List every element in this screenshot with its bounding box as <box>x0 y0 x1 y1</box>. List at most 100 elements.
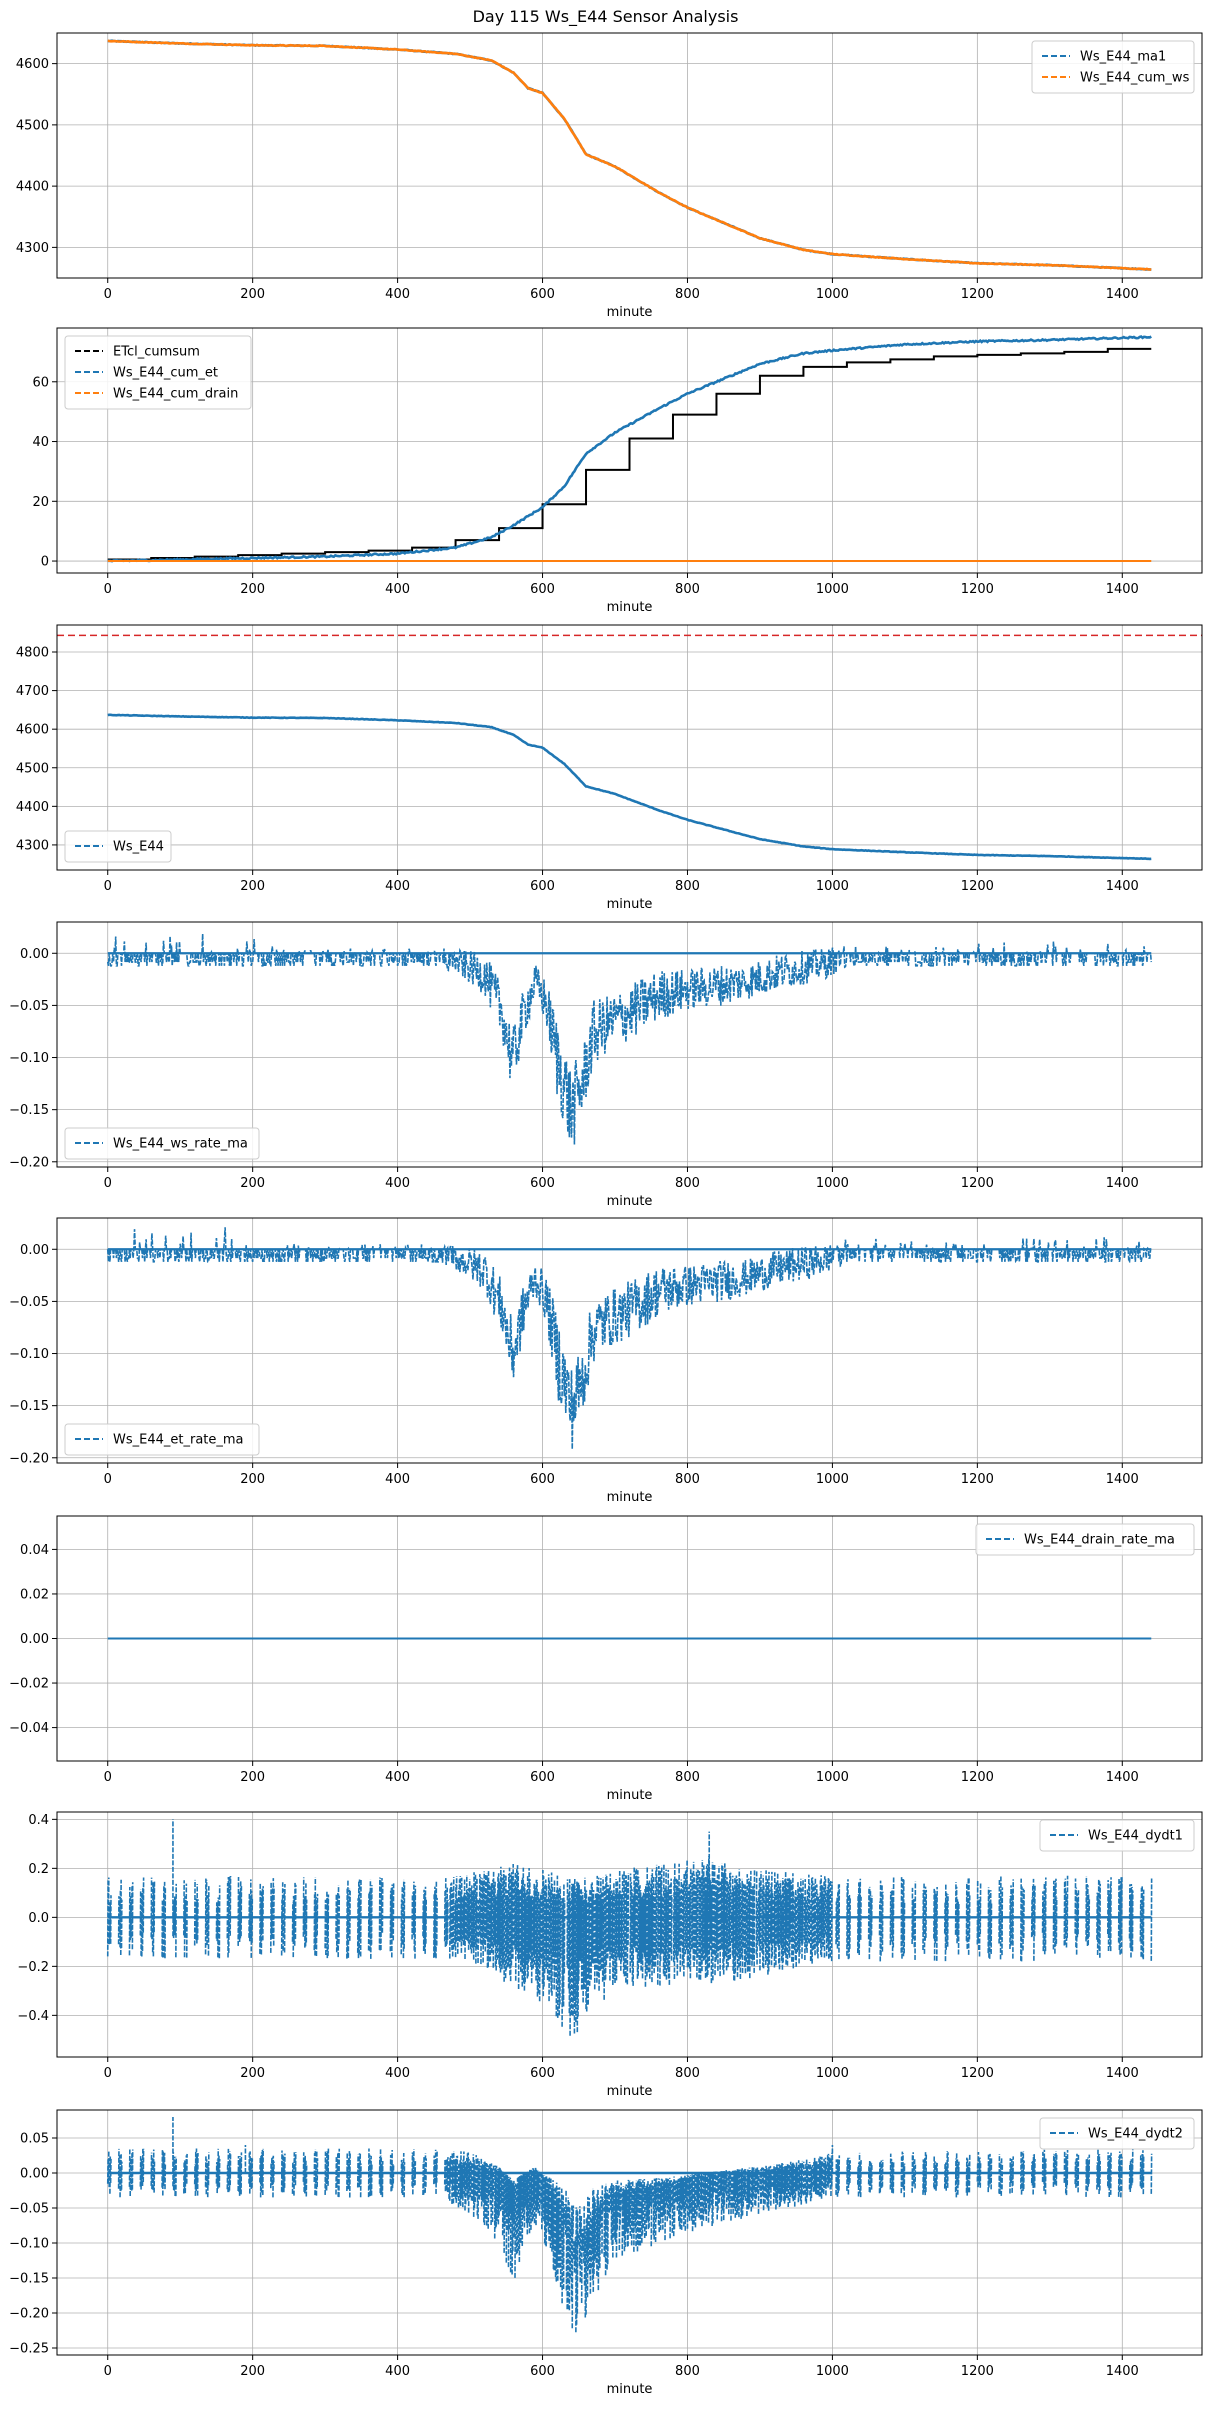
legend-label: Ws_E44_ws_rate_ma <box>113 1137 248 1152</box>
legend-label: Ws_E44_cum_drain <box>113 387 238 402</box>
y-tick-label: 0.2 <box>28 1862 49 1877</box>
y-tick-label: −0.15 <box>9 1103 49 1118</box>
legend-label: Ws_E44_cum_ws <box>1080 71 1190 86</box>
y-tick-label: −0.20 <box>9 2307 49 2322</box>
x-tick-label: 0 <box>104 1770 112 1785</box>
x-tick-label: 800 <box>675 2066 700 2081</box>
plot-area <box>106 933 1153 1145</box>
x-axis-label: minute <box>607 2084 653 2099</box>
series-line <box>107 713 1152 861</box>
plot-area <box>57 634 1202 861</box>
series-line <box>106 1227 1152 1450</box>
series-line <box>106 1819 1153 2036</box>
plot-area <box>106 1819 1153 2036</box>
x-tick-label: 600 <box>530 879 555 894</box>
x-tick-label: 1200 <box>961 1176 994 1191</box>
y-tick-label: 4400 <box>16 800 49 815</box>
x-tick-label: 800 <box>675 879 700 894</box>
plot-area <box>106 2117 1153 2333</box>
x-tick-label: 600 <box>530 1176 555 1191</box>
subplot-3: 0 200 400 600 800 1000 1200 1400 4300 4400 4500 460… <box>16 624 1203 912</box>
y-tick-label: −0.4 <box>17 2009 49 2024</box>
y-tick-label: 4700 <box>16 684 49 699</box>
x-tick-label: 200 <box>240 1472 265 1487</box>
x-tick-label: 0 <box>104 2066 112 2081</box>
series-line <box>107 347 1152 561</box>
x-tick-label: 400 <box>385 2364 410 2379</box>
x-tick-label: 1200 <box>961 2364 994 2379</box>
x-tick-label: 1000 <box>816 582 849 597</box>
y-tick-label: −0.15 <box>9 2272 49 2287</box>
x-tick-label: 800 <box>675 1770 700 1785</box>
x-tick-label: 800 <box>675 582 700 597</box>
subplot-2: 0 200 400 600 800 1000 1200 1400 0 20 40 60 minute ET… <box>32 327 1203 615</box>
y-tick-label: −0.10 <box>9 1051 49 1066</box>
legend: ETcl_cumsum Ws_E44_cum_et Ws_E44_cum_drain <box>64 335 252 410</box>
y-tick-label: −0.20 <box>9 1451 49 1466</box>
x-tick-label: 1200 <box>961 2066 994 2081</box>
y-tick-label: 40 <box>32 435 49 450</box>
axes-frame <box>56 1811 1203 2058</box>
subplot-7: 0 200 400 600 800 1000 1200 1400 −0.4 −0.2 0.0 0.2 0… <box>17 1811 1203 2099</box>
y-tick-label: 0.00 <box>20 2167 49 2182</box>
legend: Ws_E44_dydt1 <box>1039 1819 1195 1852</box>
x-axis-label: minute <box>607 1788 653 1803</box>
legend-box <box>64 1423 260 1456</box>
series-Ws_E44_ws_rate_ma <box>106 933 1153 1145</box>
x-tick-label: 1400 <box>1106 582 1139 597</box>
subplot-4: 0 200 400 600 800 1000 1200 1400 −0.20 −0.15 −0.10… <box>9 921 1203 1209</box>
legend-box <box>64 830 172 863</box>
x-tick-label: 0 <box>104 1176 112 1191</box>
subplot-1: 0 200 400 600 800 1000 1200 1400 4300 4400 4500 460… <box>16 32 1203 320</box>
legend-box <box>1031 40 1195 94</box>
x-tick-label: 1000 <box>816 1472 849 1487</box>
subplot-5: 0 200 400 600 800 1000 1200 1400 −0.20 −0.15 −0.10… <box>9 1217 1203 1505</box>
y-tick-label: −0.02 <box>9 1677 49 1692</box>
subplot-6: 0 200 400 600 800 1000 1200 1400 −0.04 −0.02 0.00 0… <box>9 1515 1203 1803</box>
legend: Ws_E44_dydt2 <box>1039 2117 1195 2150</box>
y-tick-label: 0.0 <box>28 1911 49 1926</box>
legend-label: Ws_E44_et_rate_ma <box>113 1433 244 1448</box>
x-tick-label: 1400 <box>1106 1770 1139 1785</box>
series-Ws_E44_cum_ws <box>107 39 1152 272</box>
series-Ws_E44_cum_et <box>107 335 1152 563</box>
x-tick-label: 1400 <box>1106 287 1139 302</box>
x-tick-label: 200 <box>240 2066 265 2081</box>
axes-frame <box>56 624 1203 871</box>
y-tick-label: −0.10 <box>9 1347 49 1362</box>
y-tick-label: 0.00 <box>20 1243 49 1258</box>
legend: Ws_E44_drain_rate_ma <box>975 1523 1195 1556</box>
x-tick-label: 800 <box>675 1472 700 1487</box>
x-tick-label: 400 <box>385 582 410 597</box>
series-line <box>107 335 1152 563</box>
x-tick-label: 1200 <box>961 582 994 597</box>
plot-area <box>107 335 1152 563</box>
x-tick-label: 0 <box>104 1472 112 1487</box>
x-tick-label: 600 <box>530 1770 555 1785</box>
x-tick-label: 0 <box>104 2364 112 2379</box>
y-tick-label: 0.4 <box>28 1813 49 1828</box>
x-axis-label: minute <box>607 897 653 912</box>
x-tick-label: 1000 <box>816 287 849 302</box>
x-tick-label: 200 <box>240 287 265 302</box>
axes-frame <box>56 2109 1203 2356</box>
x-tick-label: 600 <box>530 1472 555 1487</box>
legend-label: Ws_E44_dydt2 <box>1088 2127 1183 2142</box>
y-tick-label: −0.15 <box>9 1399 49 1414</box>
legend-label: Ws_E44_ma1 <box>1080 50 1166 65</box>
legend-box <box>1039 2117 1195 2150</box>
x-tick-label: 400 <box>385 879 410 894</box>
legend-box <box>975 1523 1195 1556</box>
x-tick-label: 1000 <box>816 879 849 894</box>
series-Ws_E44_dydt1 <box>106 1819 1153 2036</box>
y-tick-label: −0.04 <box>9 1721 49 1736</box>
x-axis-label: minute <box>607 600 653 615</box>
series-Ws_E44_dydt2 <box>106 2117 1153 2333</box>
y-tick-label: −0.05 <box>9 999 49 1014</box>
y-tick-label: 60 <box>32 375 49 390</box>
legend: Ws_E44_ma1 Ws_E44_cum_ws <box>1031 40 1195 94</box>
y-tick-label: 0.00 <box>20 947 49 962</box>
legend-box <box>64 335 252 410</box>
x-tick-label: 1000 <box>816 2066 849 2081</box>
legend-box <box>64 1127 260 1160</box>
